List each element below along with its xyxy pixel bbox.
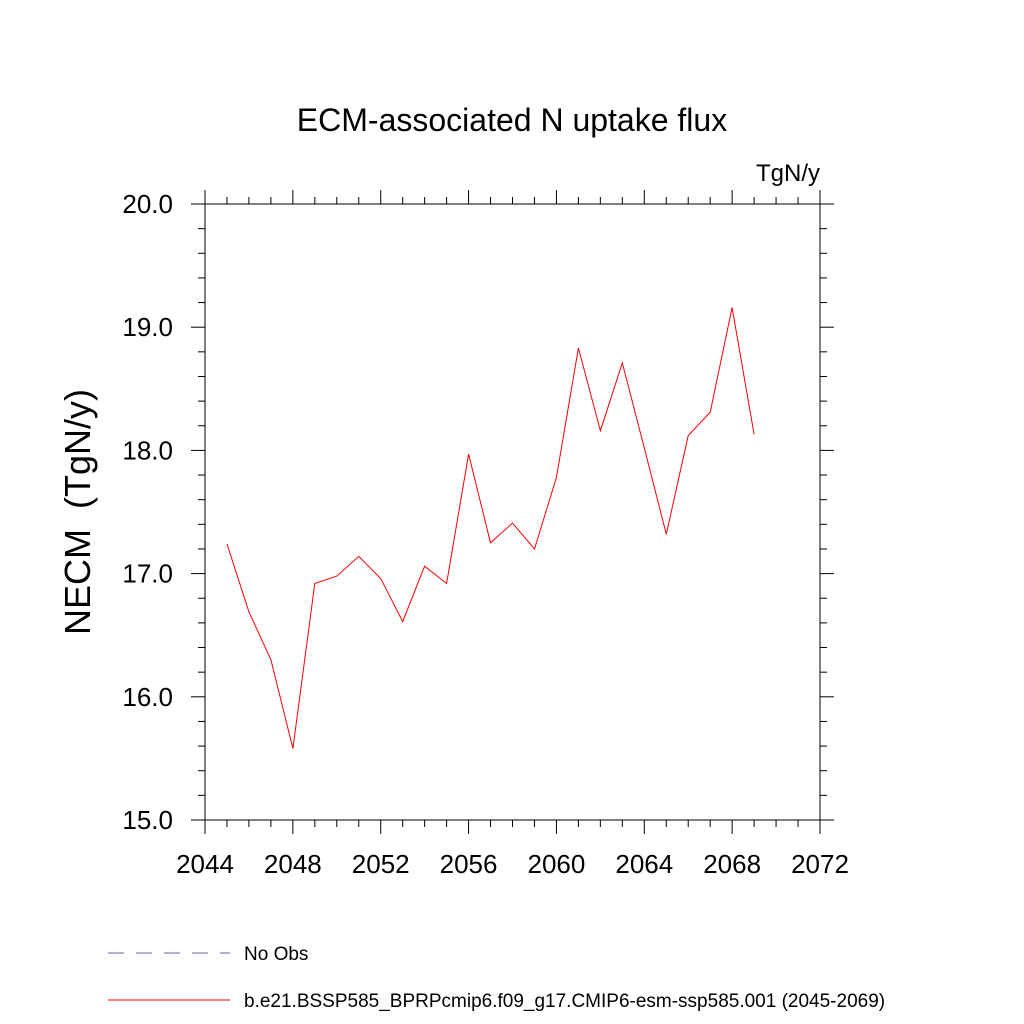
x-tick-label: 2048: [264, 849, 322, 879]
y-tick-label: 19.0: [122, 312, 173, 342]
units-label: TgN/y: [756, 160, 820, 187]
y-tick-label: 15.0: [122, 805, 173, 835]
y-tick-label: 20.0: [122, 189, 173, 219]
x-tick-label: 2064: [615, 849, 673, 879]
chart-title: ECM-associated N uptake flux: [297, 102, 727, 138]
legend: No Obs b.e21.BSSP585_BPRPcmip6.f09_g17.CM…: [108, 944, 885, 1012]
legend-label: No Obs: [244, 944, 308, 965]
y-tick-label: 17.0: [122, 559, 173, 589]
x-tick-label: 2044: [176, 849, 234, 879]
plot-frame: [204, 203, 821, 821]
y-axis-title: NECM (TgN/y): [57, 389, 98, 635]
x-tick-label: 2060: [528, 849, 586, 879]
x-tick-label: 2068: [703, 849, 761, 879]
x-tick-label: 2072: [791, 849, 849, 879]
plot-border: [204, 203, 821, 821]
series-line: [226, 307, 755, 749]
x-tick-label: 2056: [440, 849, 498, 879]
y-tick-label: 16.0: [122, 682, 173, 712]
y-tick-label: 18.0: [122, 435, 173, 465]
x-tick-label: 2052: [352, 849, 410, 879]
y-axis: 15.0 16.0 17.0 18.0 19.0 20.0: [122, 189, 834, 835]
legend-label: b.e21.BSSP585_BPRPcmip6.f09_g17.CMIP6-es…: [244, 991, 885, 1012]
x-axis: 2044 2048 2052 2056 2060 2064 2068 2072: [176, 190, 849, 879]
series-layer: [226, 307, 755, 749]
